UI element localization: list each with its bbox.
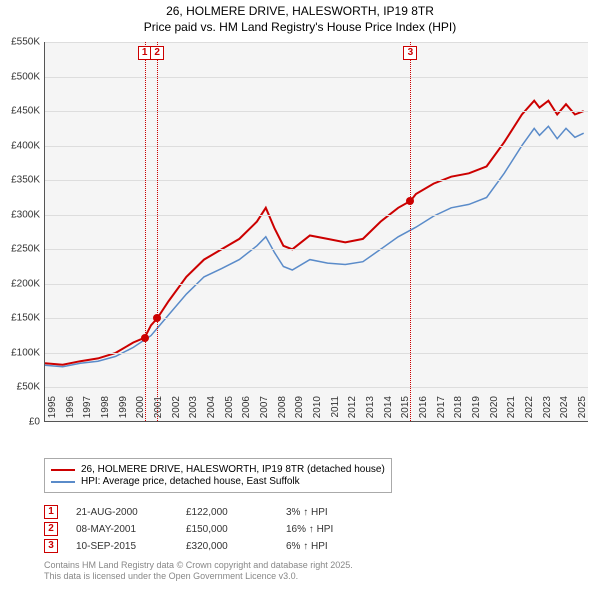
x-axis-label: 2007 xyxy=(259,396,270,426)
title-line2: Price paid vs. HM Land Registry's House … xyxy=(0,20,600,36)
sale-date: 21-AUG-2000 xyxy=(76,507,186,518)
footer-attribution: Contains HM Land Registry data © Crown c… xyxy=(44,560,353,582)
sale-marker-box: 3 xyxy=(403,46,417,60)
sale-date: 10-SEP-2015 xyxy=(76,541,186,552)
sale-vline xyxy=(410,42,411,421)
sale-row: 3 10-SEP-2015£320,0006% ↑ HPI xyxy=(44,539,376,553)
x-axis-label: 2013 xyxy=(365,396,376,426)
x-axis-label: 2011 xyxy=(330,396,341,426)
y-axis-label: £150K xyxy=(0,313,40,324)
gridline xyxy=(45,146,588,147)
x-axis-label: 2004 xyxy=(206,396,217,426)
x-axis-label: 2022 xyxy=(524,396,535,426)
legend: 26, HOLMERE DRIVE, HALESWORTH, IP19 8TR … xyxy=(44,458,392,493)
chart-container: 26, HOLMERE DRIVE, HALESWORTH, IP19 8TR … xyxy=(0,0,600,590)
x-axis-label: 2020 xyxy=(489,396,500,426)
sales-table: 1 21-AUG-2000£122,0003% ↑ HPI 2 08-MAY-2001… xyxy=(44,502,376,556)
gridline xyxy=(45,77,588,78)
sale-pct: 3% ↑ HPI xyxy=(286,507,376,518)
chart-area: 123 £0£50K£100K£150K£200K£250K£300K£350K… xyxy=(44,42,588,422)
legend-swatch xyxy=(51,469,75,471)
x-axis-label: 2000 xyxy=(135,396,146,426)
gridline xyxy=(45,215,588,216)
legend-item: HPI: Average price, detached house, East… xyxy=(51,476,385,487)
gridline xyxy=(45,180,588,181)
y-axis-label: £400K xyxy=(0,140,40,151)
x-axis-label: 2018 xyxy=(453,396,464,426)
x-axis-label: 2024 xyxy=(559,396,570,426)
gridline xyxy=(45,387,588,388)
y-axis-label: £50K xyxy=(0,382,40,393)
title-line1: 26, HOLMERE DRIVE, HALESWORTH, IP19 8TR xyxy=(0,4,600,20)
sale-num-box: 2 xyxy=(44,522,58,536)
x-axis-label: 1995 xyxy=(47,396,58,426)
title: 26, HOLMERE DRIVE, HALESWORTH, IP19 8TR … xyxy=(0,0,600,35)
x-axis-label: 2015 xyxy=(400,396,411,426)
x-axis-label: 2012 xyxy=(347,396,358,426)
sale-marker-dot xyxy=(141,334,149,342)
x-axis-label: 2019 xyxy=(471,396,482,426)
gridline xyxy=(45,42,588,43)
x-axis-label: 2010 xyxy=(312,396,323,426)
sale-price: £150,000 xyxy=(186,524,286,535)
y-axis-label: £450K xyxy=(0,106,40,117)
sale-row: 2 08-MAY-2001£150,00016% ↑ HPI xyxy=(44,522,376,536)
sale-vline xyxy=(157,42,158,421)
footer-line1: Contains HM Land Registry data © Crown c… xyxy=(44,560,353,571)
sale-num-box: 1 xyxy=(44,505,58,519)
line-series xyxy=(45,42,589,422)
sale-date: 08-MAY-2001 xyxy=(76,524,186,535)
sale-pct: 6% ↑ HPI xyxy=(286,541,376,552)
x-axis-label: 1999 xyxy=(118,396,129,426)
x-axis-label: 1997 xyxy=(82,396,93,426)
x-axis-label: 2016 xyxy=(418,396,429,426)
sale-marker-box: 2 xyxy=(150,46,164,60)
series-price_paid xyxy=(45,101,584,365)
gridline xyxy=(45,111,588,112)
sale-vline xyxy=(145,42,146,421)
y-axis-label: £550K xyxy=(0,37,40,48)
y-axis-label: £200K xyxy=(0,278,40,289)
x-axis-label: 2017 xyxy=(436,396,447,426)
sale-price: £320,000 xyxy=(186,541,286,552)
y-axis-label: £0 xyxy=(0,417,40,428)
x-axis-label: 2025 xyxy=(577,396,588,426)
x-axis-label: 2021 xyxy=(506,396,517,426)
x-axis-label: 2002 xyxy=(171,396,182,426)
gridline xyxy=(45,318,588,319)
legend-label: 26, HOLMERE DRIVE, HALESWORTH, IP19 8TR … xyxy=(81,464,385,475)
y-axis-label: £100K xyxy=(0,347,40,358)
y-axis-label: £500K xyxy=(0,71,40,82)
x-axis-label: 2008 xyxy=(277,396,288,426)
y-axis-label: £350K xyxy=(0,175,40,186)
y-axis-label: £250K xyxy=(0,244,40,255)
x-axis-label: 2005 xyxy=(224,396,235,426)
x-axis-label: 2023 xyxy=(542,396,553,426)
legend-swatch xyxy=(51,481,75,483)
x-axis-label: 2003 xyxy=(188,396,199,426)
sale-marker-dot xyxy=(406,197,414,205)
plot-region: 123 xyxy=(44,42,588,422)
gridline xyxy=(45,353,588,354)
series-hpi xyxy=(45,126,584,366)
legend-label: HPI: Average price, detached house, East… xyxy=(81,476,300,487)
x-axis-label: 1996 xyxy=(65,396,76,426)
x-axis-label: 2014 xyxy=(383,396,394,426)
x-axis-label: 2009 xyxy=(294,396,305,426)
y-axis-label: £300K xyxy=(0,209,40,220)
x-axis-label: 2001 xyxy=(153,396,164,426)
sale-pct: 16% ↑ HPI xyxy=(286,524,376,535)
gridline xyxy=(45,284,588,285)
sale-price: £122,000 xyxy=(186,507,286,518)
sale-num-box: 3 xyxy=(44,539,58,553)
sale-row: 1 21-AUG-2000£122,0003% ↑ HPI xyxy=(44,505,376,519)
gridline xyxy=(45,249,588,250)
x-axis-label: 1998 xyxy=(100,396,111,426)
legend-item: 26, HOLMERE DRIVE, HALESWORTH, IP19 8TR … xyxy=(51,464,385,475)
footer-line2: This data is licensed under the Open Gov… xyxy=(44,571,353,582)
x-axis-label: 2006 xyxy=(241,396,252,426)
sale-marker-dot xyxy=(153,314,161,322)
